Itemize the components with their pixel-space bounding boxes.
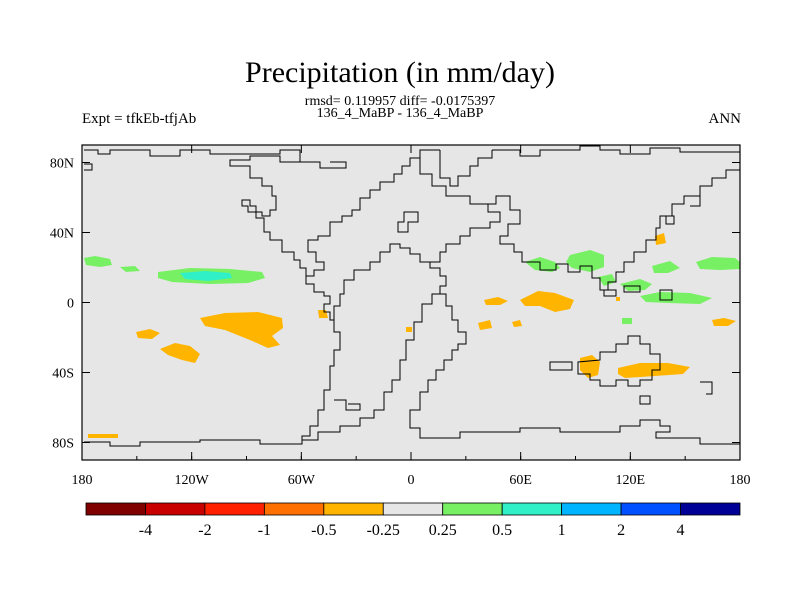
anomaly-patch-negative: [160, 343, 200, 363]
y-tick-label: 80S: [52, 437, 74, 452]
colorbar-label: 0.5: [492, 522, 512, 539]
colorbar-label: -4: [139, 522, 152, 539]
axis-ticks: [81, 145, 741, 460]
colorbar-label: -2: [198, 522, 211, 539]
anomaly-patch-negative: [136, 329, 160, 339]
anomaly-patch-positive: [525, 257, 560, 272]
colorbar-label: 1: [558, 522, 566, 539]
anomaly-patch-negative: [512, 320, 522, 327]
colorbar-swatch: [561, 502, 622, 516]
colorbar-swatch: [323, 502, 384, 516]
x-tick-label: 120E: [616, 473, 646, 488]
colorbar-swatch: [204, 502, 265, 516]
anomaly-patch-positive: [566, 250, 604, 272]
chart-title: Precipitation (in mm/day): [245, 56, 555, 89]
colorbar-swatch: [263, 502, 325, 516]
anomaly-patch-positive: [622, 318, 632, 324]
stats-line: rmsd= 0.119957 diff= -0.0175397: [304, 94, 496, 109]
x-tick-label: 60E: [509, 473, 532, 488]
y-tick-label: 80N: [50, 157, 74, 172]
anomaly-patch-negative: [712, 318, 736, 326]
anomaly-patch-negative: [484, 297, 508, 305]
x-tick-label: 180: [72, 473, 93, 488]
colorbar-label: 0.25: [429, 522, 457, 539]
y-tick-label: 40N: [50, 227, 74, 242]
coastlines: [84, 145, 740, 447]
anomaly-patch-negative: [520, 291, 574, 312]
experiment-label: Expt = tfkEb-tfjAb: [82, 111, 197, 127]
colorbar-swatch: [620, 502, 681, 516]
anomaly-patch-positive: [696, 257, 740, 270]
anomaly-patch-negative: [200, 312, 283, 348]
anomaly-patch-positive: [652, 261, 680, 273]
season-label: ANN: [708, 111, 742, 127]
anomaly-patch-strong-positive: [180, 271, 232, 281]
colorbar-swatch: [85, 502, 146, 516]
anomaly-patch-negative: [655, 233, 666, 245]
anomaly-patch-positive: [620, 279, 652, 291]
axis-labels: 180 120W 60W 0 60E 120E 180 80N 40N 0 40S 80S: [50, 157, 751, 489]
x-tick-label: 180: [730, 473, 751, 488]
colorbar-label: -1: [258, 522, 271, 539]
anomaly-patch-negative: [406, 327, 412, 332]
colorbar-label: -0.25: [367, 522, 400, 539]
colorbar-swatch: [382, 502, 444, 516]
anomaly-patch-positive: [84, 256, 112, 267]
y-tick-label: 0: [67, 297, 74, 312]
colorbar-label: 4: [677, 522, 685, 539]
experiment-subtitle: 136_4_MaBP - 136_4_MaBP: [316, 106, 484, 121]
colorbar-swatch: [145, 502, 206, 516]
colorbar-swatch: [680, 502, 741, 516]
anomaly-patch-positive: [598, 274, 616, 286]
map-background: [82, 145, 740, 460]
colorbar-label: 2: [617, 522, 625, 539]
anomaly-patch-negative: [616, 297, 620, 301]
anomaly-patch-positive: [120, 266, 140, 272]
colorbar: -4 -2 -1 -0.5 -0.25 0.25 0.5 1 2 4: [85, 502, 741, 539]
colorbar-swatch: [501, 502, 563, 516]
anomaly-regions: [84, 233, 740, 438]
x-tick-label: 60W: [288, 473, 316, 488]
x-tick-label: 120W: [175, 473, 210, 488]
anomaly-patch-positive: [640, 292, 712, 304]
colorbar-swatch: [442, 502, 503, 516]
y-tick-label: 40S: [52, 367, 74, 382]
anomaly-patch-negative: [88, 434, 118, 438]
colorbar-label: -0.5: [311, 522, 336, 539]
x-tick-label: 0: [408, 473, 415, 488]
anomaly-patch-negative: [478, 320, 492, 330]
